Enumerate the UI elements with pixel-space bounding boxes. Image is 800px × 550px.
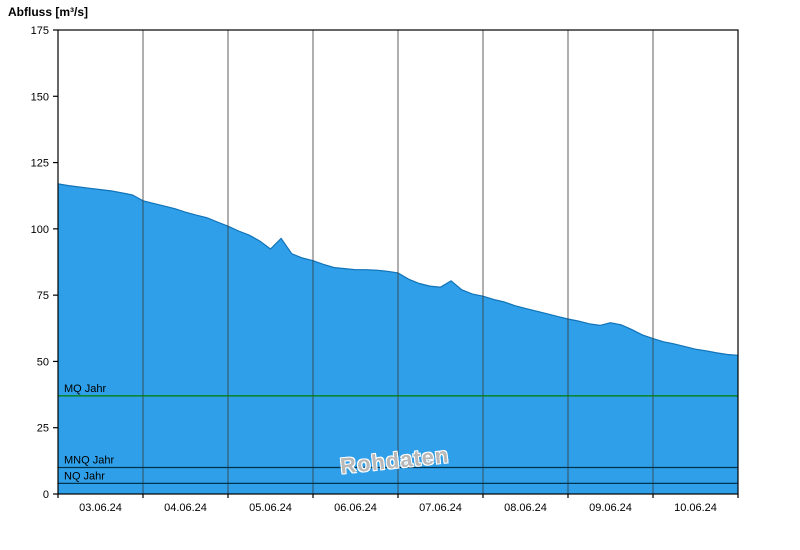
reference-label-mq-jahr: MQ Jahr <box>64 383 107 395</box>
x-day-label: 08.06.24 <box>504 502 547 514</box>
reference-label-mnq-jahr: MNQ Jahr <box>64 454 114 466</box>
y-tick-label: 175 <box>31 25 49 37</box>
y-tick-label: 125 <box>31 158 49 170</box>
chart-title: Abfluss [m³/s] <box>8 5 89 19</box>
y-tick-label: 75 <box>37 290 49 302</box>
x-day-label: 09.06.24 <box>589 502 632 514</box>
y-tick-label: 25 <box>37 423 49 435</box>
x-day-label: 06.06.24 <box>334 502 377 514</box>
reference-label-nq-jahr: NQ Jahr <box>64 470 105 482</box>
y-tick-label: 0 <box>43 489 49 501</box>
x-day-label: 03.06.24 <box>79 502 122 514</box>
y-tick-label: 100 <box>31 224 49 236</box>
x-day-label: 07.06.24 <box>419 502 462 514</box>
y-tick-label: 150 <box>31 91 49 103</box>
x-day-label: 05.06.24 <box>249 502 292 514</box>
y-tick-label: 50 <box>37 356 49 368</box>
x-day-label: 04.06.24 <box>164 502 207 514</box>
x-day-label: 10.06.24 <box>674 502 717 514</box>
